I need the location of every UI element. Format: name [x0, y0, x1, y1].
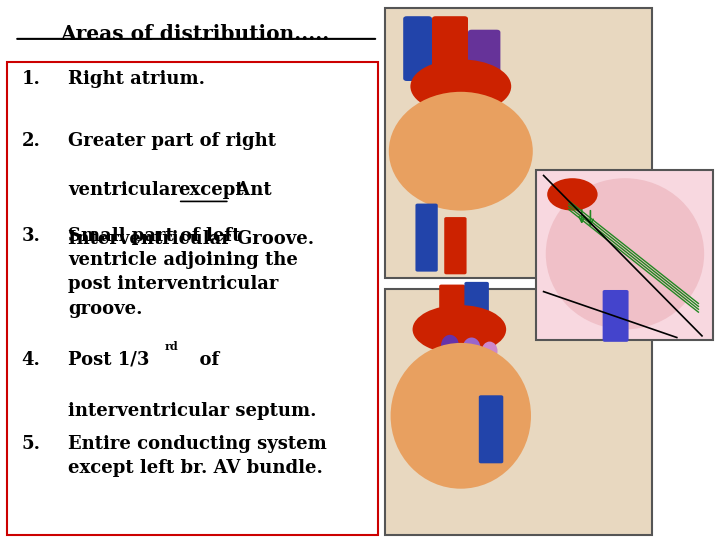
FancyBboxPatch shape: [415, 204, 438, 272]
Text: 4.: 4.: [22, 351, 40, 369]
Ellipse shape: [463, 338, 481, 359]
Text: 3.: 3.: [22, 227, 40, 245]
FancyBboxPatch shape: [468, 30, 500, 84]
Ellipse shape: [546, 178, 704, 329]
FancyBboxPatch shape: [385, 289, 652, 535]
Ellipse shape: [410, 59, 511, 113]
Text: Post 1/3: Post 1/3: [68, 351, 150, 369]
Text: Areas of distribution.....: Areas of distribution.....: [60, 24, 329, 44]
FancyBboxPatch shape: [439, 285, 465, 326]
Text: interventricular septum.: interventricular septum.: [68, 402, 317, 420]
Text: Greater part of right: Greater part of right: [68, 132, 276, 150]
FancyBboxPatch shape: [385, 8, 652, 278]
Ellipse shape: [413, 305, 506, 354]
Ellipse shape: [389, 92, 533, 211]
Text: Small part of left
ventricle adjoining the
post interventricular
groove.: Small part of left ventricle adjoining t…: [68, 227, 298, 318]
Text: 5.: 5.: [22, 435, 40, 453]
FancyBboxPatch shape: [432, 16, 468, 76]
Text: ventricular: ventricular: [68, 181, 186, 199]
Text: 1.: 1.: [22, 70, 40, 88]
Text: Right atrium.: Right atrium.: [68, 70, 205, 88]
Text: Ant: Ant: [230, 181, 271, 199]
FancyBboxPatch shape: [7, 62, 378, 535]
FancyBboxPatch shape: [403, 16, 432, 81]
Ellipse shape: [391, 343, 531, 489]
Ellipse shape: [482, 342, 498, 361]
Text: 2.: 2.: [22, 132, 40, 150]
Text: Interventricular Groove.: Interventricular Groove.: [68, 230, 315, 247]
Text: except: except: [178, 181, 243, 199]
Ellipse shape: [441, 335, 459, 356]
Text: Entire conducting system
except left br. AV bundle.: Entire conducting system except left br.…: [68, 435, 327, 477]
Text: of: of: [187, 351, 220, 369]
FancyBboxPatch shape: [479, 395, 503, 463]
Text: rd: rd: [164, 341, 178, 352]
FancyBboxPatch shape: [603, 290, 629, 342]
FancyBboxPatch shape: [444, 217, 467, 274]
FancyBboxPatch shape: [536, 170, 713, 340]
Ellipse shape: [547, 178, 598, 211]
FancyBboxPatch shape: [464, 282, 489, 328]
